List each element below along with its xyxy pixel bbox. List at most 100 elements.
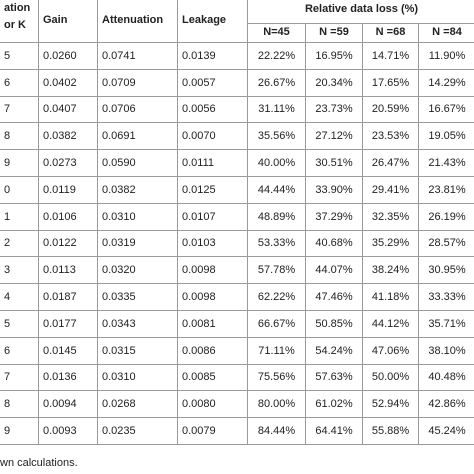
header-cell: N=45: [247, 23, 306, 43]
table-cell: 0.0094: [38, 390, 98, 419]
header-cell: N =84: [417, 23, 474, 43]
table-cell: 0.0136: [38, 363, 98, 392]
table-row: 2 0.0122 0.0319 0.0103 53.33% 40.68% 35.29% 28.…: [0, 229, 474, 258]
table-cell: 0.0057: [177, 68, 248, 97]
header-cell: Gain: [38, 0, 98, 43]
table-cell: 80.00%: [247, 390, 306, 419]
table-cell: 0.0315: [97, 336, 178, 365]
table-cell: 40.68%: [305, 229, 363, 258]
table-cell: 26.67%: [247, 68, 306, 97]
table-cell: 54.24%: [305, 336, 363, 365]
table-cell: 0.0113: [38, 256, 98, 285]
table-cell: 0.0086: [177, 336, 248, 365]
table-cell: 35.71%: [417, 309, 474, 338]
table-cell: 0.0111: [177, 149, 248, 177]
table-cell: 50.85%: [305, 309, 363, 338]
table-cell: 0.0106: [38, 202, 98, 231]
table-cell: 0.0260: [38, 42, 98, 70]
table-cell: 0.0319: [97, 229, 178, 258]
table-cell: 55.88%: [362, 417, 419, 445]
table-cell: 0.0177: [38, 309, 98, 338]
table-cell: 64.41%: [305, 417, 363, 445]
table-cell: 20.34%: [305, 68, 363, 97]
table-cell: 37.29%: [305, 202, 363, 231]
table-row: 9 0.0093 0.0235 0.0079 84.44% 64.41% 55.88% 45.…: [0, 417, 474, 445]
table-cell: 0.0402: [38, 68, 98, 97]
table-row: 7 0.0407 0.0706 0.0056 31.11% 23.73% 20.59% 16.…: [0, 95, 474, 124]
header-cell: N =59: [305, 23, 363, 43]
table-row: 7 0.0136 0.0310 0.0085 75.56% 57.63% 50.00% 40.…: [0, 363, 474, 392]
table-cell: 19.05%: [417, 122, 474, 151]
table-cell: 9: [0, 149, 39, 177]
table-cell: 41.18%: [362, 283, 419, 311]
table-cell: 71.11%: [247, 336, 306, 365]
table-cell: 0.0139: [177, 42, 248, 70]
table-cell: 0.0382: [38, 122, 98, 151]
table-cell: 38.24%: [362, 256, 419, 285]
table-cell: 16.95%: [305, 42, 363, 70]
table-cell: 0.0079: [177, 417, 248, 445]
table-row: 1 0.0106 0.0310 0.0107 48.89% 37.29% 32.35% 26.…: [0, 202, 474, 231]
table-cell: 0.0273: [38, 149, 98, 177]
table-cell: 57.63%: [305, 363, 363, 392]
table-cell: 38.10%: [417, 336, 474, 365]
table-cell: 0.0310: [97, 363, 178, 392]
table-cell: 22.22%: [247, 42, 306, 70]
table-cell: 30.95%: [417, 256, 474, 285]
table-row: 3 0.0113 0.0320 0.0098 57.78% 44.07% 38.24% 30.…: [0, 256, 474, 285]
table-row: 9 0.0273 0.0590 0.0111 40.00% 30.51% 26.47% 21.…: [0, 149, 474, 177]
table-cell: 16.67%: [417, 95, 474, 124]
header-cell: Attenuation: [97, 0, 178, 43]
table-cell: 21.43%: [417, 149, 474, 177]
table-cell: 27.12%: [305, 122, 363, 151]
table-cell: 0.0119: [38, 175, 98, 204]
table-cell: 47.46%: [305, 283, 363, 311]
table-cell: 0.0187: [38, 283, 98, 311]
table-cell: 32.35%: [362, 202, 419, 231]
table-cell: 0.0382: [97, 175, 178, 204]
table-cell: 14.71%: [362, 42, 419, 70]
table-cell: 45.24%: [417, 417, 474, 445]
table-row: 8 0.0094 0.0268 0.0080 80.00% 61.02% 52.94% 42.…: [0, 390, 474, 419]
table-cell: 48.89%: [247, 202, 306, 231]
table-cell: 84.44%: [247, 417, 306, 445]
table-cell: 0.0081: [177, 309, 248, 338]
table-cell: 23.81%: [417, 175, 474, 204]
table-cell: 40.48%: [417, 363, 474, 392]
table-cell: 29.41%: [362, 175, 419, 204]
table-cell: 0.0093: [38, 417, 98, 445]
table-cell: 57.78%: [247, 256, 306, 285]
table-cell: 5: [0, 42, 39, 70]
table-cell: 75.56%: [247, 363, 306, 392]
table-cell: 11.90%: [417, 42, 474, 70]
table-cell: 0.0407: [38, 95, 98, 124]
table-cell: 0.0320: [97, 256, 178, 285]
table-cell: 53.33%: [247, 229, 306, 258]
table-cell: 0.0235: [97, 417, 178, 445]
header-cell: ation or K: [0, 0, 39, 43]
table-cell: 0.0080: [177, 390, 248, 419]
table-cell: 0.0122: [38, 229, 98, 258]
table-cell: 23.73%: [305, 95, 363, 124]
table-cell: 30.51%: [305, 149, 363, 177]
table-cell: 0.0268: [97, 390, 178, 419]
table-cell: 4: [0, 283, 39, 311]
table-cell: 8: [0, 390, 39, 419]
table-cell: 0.0070: [177, 122, 248, 151]
table-cell: 0: [0, 175, 39, 204]
table-cell: 33.33%: [417, 283, 474, 311]
table-cell: 44.44%: [247, 175, 306, 204]
table-cell: 0.0741: [97, 42, 178, 70]
table-cell: 26.19%: [417, 202, 474, 231]
table-cell: 7: [0, 95, 39, 124]
table-cell: 20.59%: [362, 95, 419, 124]
footnote: wn calculations.: [0, 457, 78, 469]
table-row: 4 0.0187 0.0335 0.0098 62.22% 47.46% 41.18% 33.…: [0, 283, 474, 311]
table-cell: 0.0310: [97, 202, 178, 231]
table-cell: 23.53%: [362, 122, 419, 151]
table-cell: 6: [0, 336, 39, 365]
table-cell: 47.06%: [362, 336, 419, 365]
table-cell: 5: [0, 309, 39, 338]
table-cell: 0.0103: [177, 229, 248, 258]
table-cell: 0.0691: [97, 122, 178, 151]
